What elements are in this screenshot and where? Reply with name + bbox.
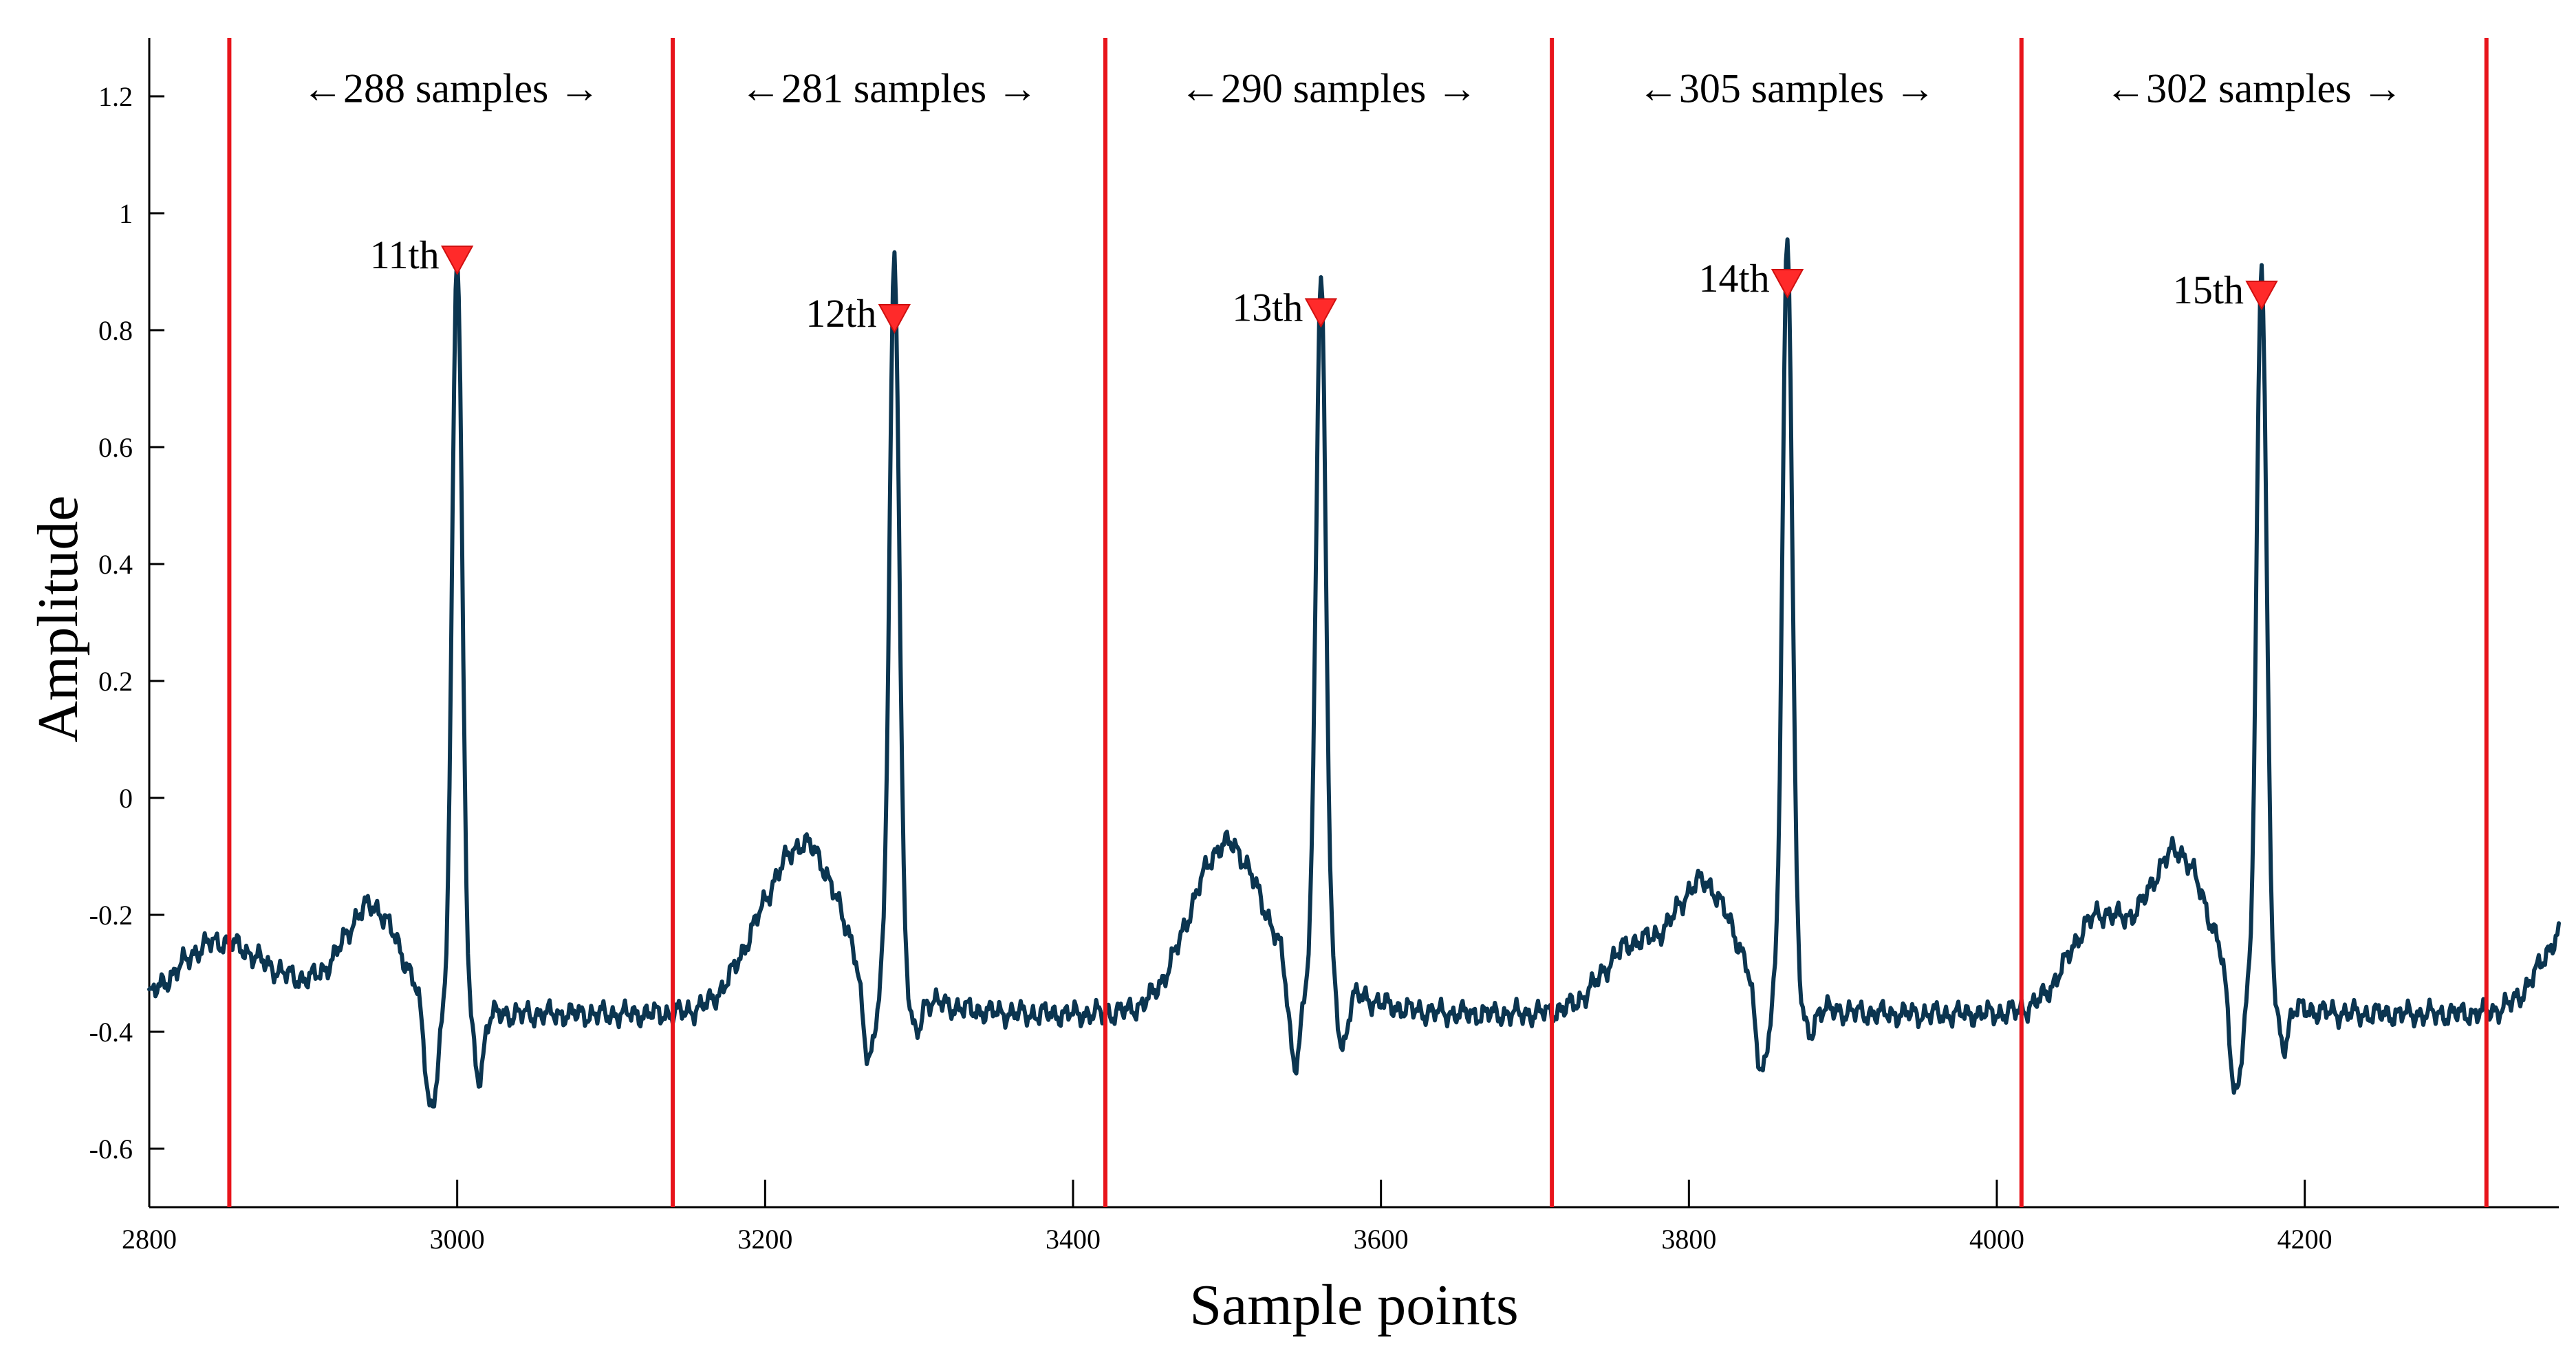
x-tick-label: 2800 — [122, 1224, 177, 1255]
ecg-signal-line — [147, 237, 2561, 1109]
interval-label: ←281 samples → — [740, 66, 1038, 111]
x-tick-label: 4000 — [1969, 1224, 2024, 1255]
peak-marker — [1304, 298, 1338, 328]
y-tick-label: 0.6 — [98, 432, 133, 463]
y-tick-label: 0.8 — [98, 315, 133, 346]
x-tick-label: 4200 — [2277, 1224, 2333, 1255]
x-tick-label: 3400 — [1046, 1224, 1101, 1255]
y-tick-label: 0.2 — [98, 666, 133, 697]
interval-label: ←302 samples → — [2105, 66, 2403, 111]
peak-label: 12th — [805, 291, 876, 336]
peak-marker — [878, 304, 911, 334]
peak-label: 13th — [1232, 285, 1303, 330]
interval-label: ←290 samples → — [1180, 66, 1478, 111]
peak-marker — [1771, 269, 1804, 299]
y-tick-label: -0.4 — [89, 1017, 133, 1048]
y-tick-label: 0.4 — [98, 549, 133, 580]
peak-marker — [440, 246, 474, 276]
x-tick-label: 3200 — [737, 1224, 792, 1255]
y-tick-label: -0.6 — [89, 1134, 133, 1165]
y-axis-title: Amplitude — [26, 495, 90, 742]
y-tick-label: 1.2 — [98, 81, 133, 112]
x-tick-label: 3600 — [1354, 1224, 1409, 1255]
y-tick-label: -0.2 — [89, 900, 133, 931]
plot-area: -0.6 -0.4 -0.2 0 0.2 0.4 0.6 0.8 1 1.2 2800 3000 320… — [89, 38, 2561, 1255]
x-axis-title: Sample points — [1189, 1273, 1518, 1337]
x-tick-label: 3000 — [430, 1224, 485, 1255]
y-tick-label: 0 — [119, 783, 133, 814]
peak-label: 14th — [1698, 256, 1769, 301]
peak-label: 11th — [370, 232, 440, 277]
interval-label: ←288 samples → — [302, 66, 600, 111]
x-tick-label: 3800 — [1661, 1224, 1716, 1255]
interval-label: ←305 samples → — [1638, 66, 1936, 111]
peak-label: 15th — [2173, 268, 2244, 312]
y-tick-label: 1 — [119, 198, 133, 229]
peak-marker — [2245, 281, 2278, 311]
